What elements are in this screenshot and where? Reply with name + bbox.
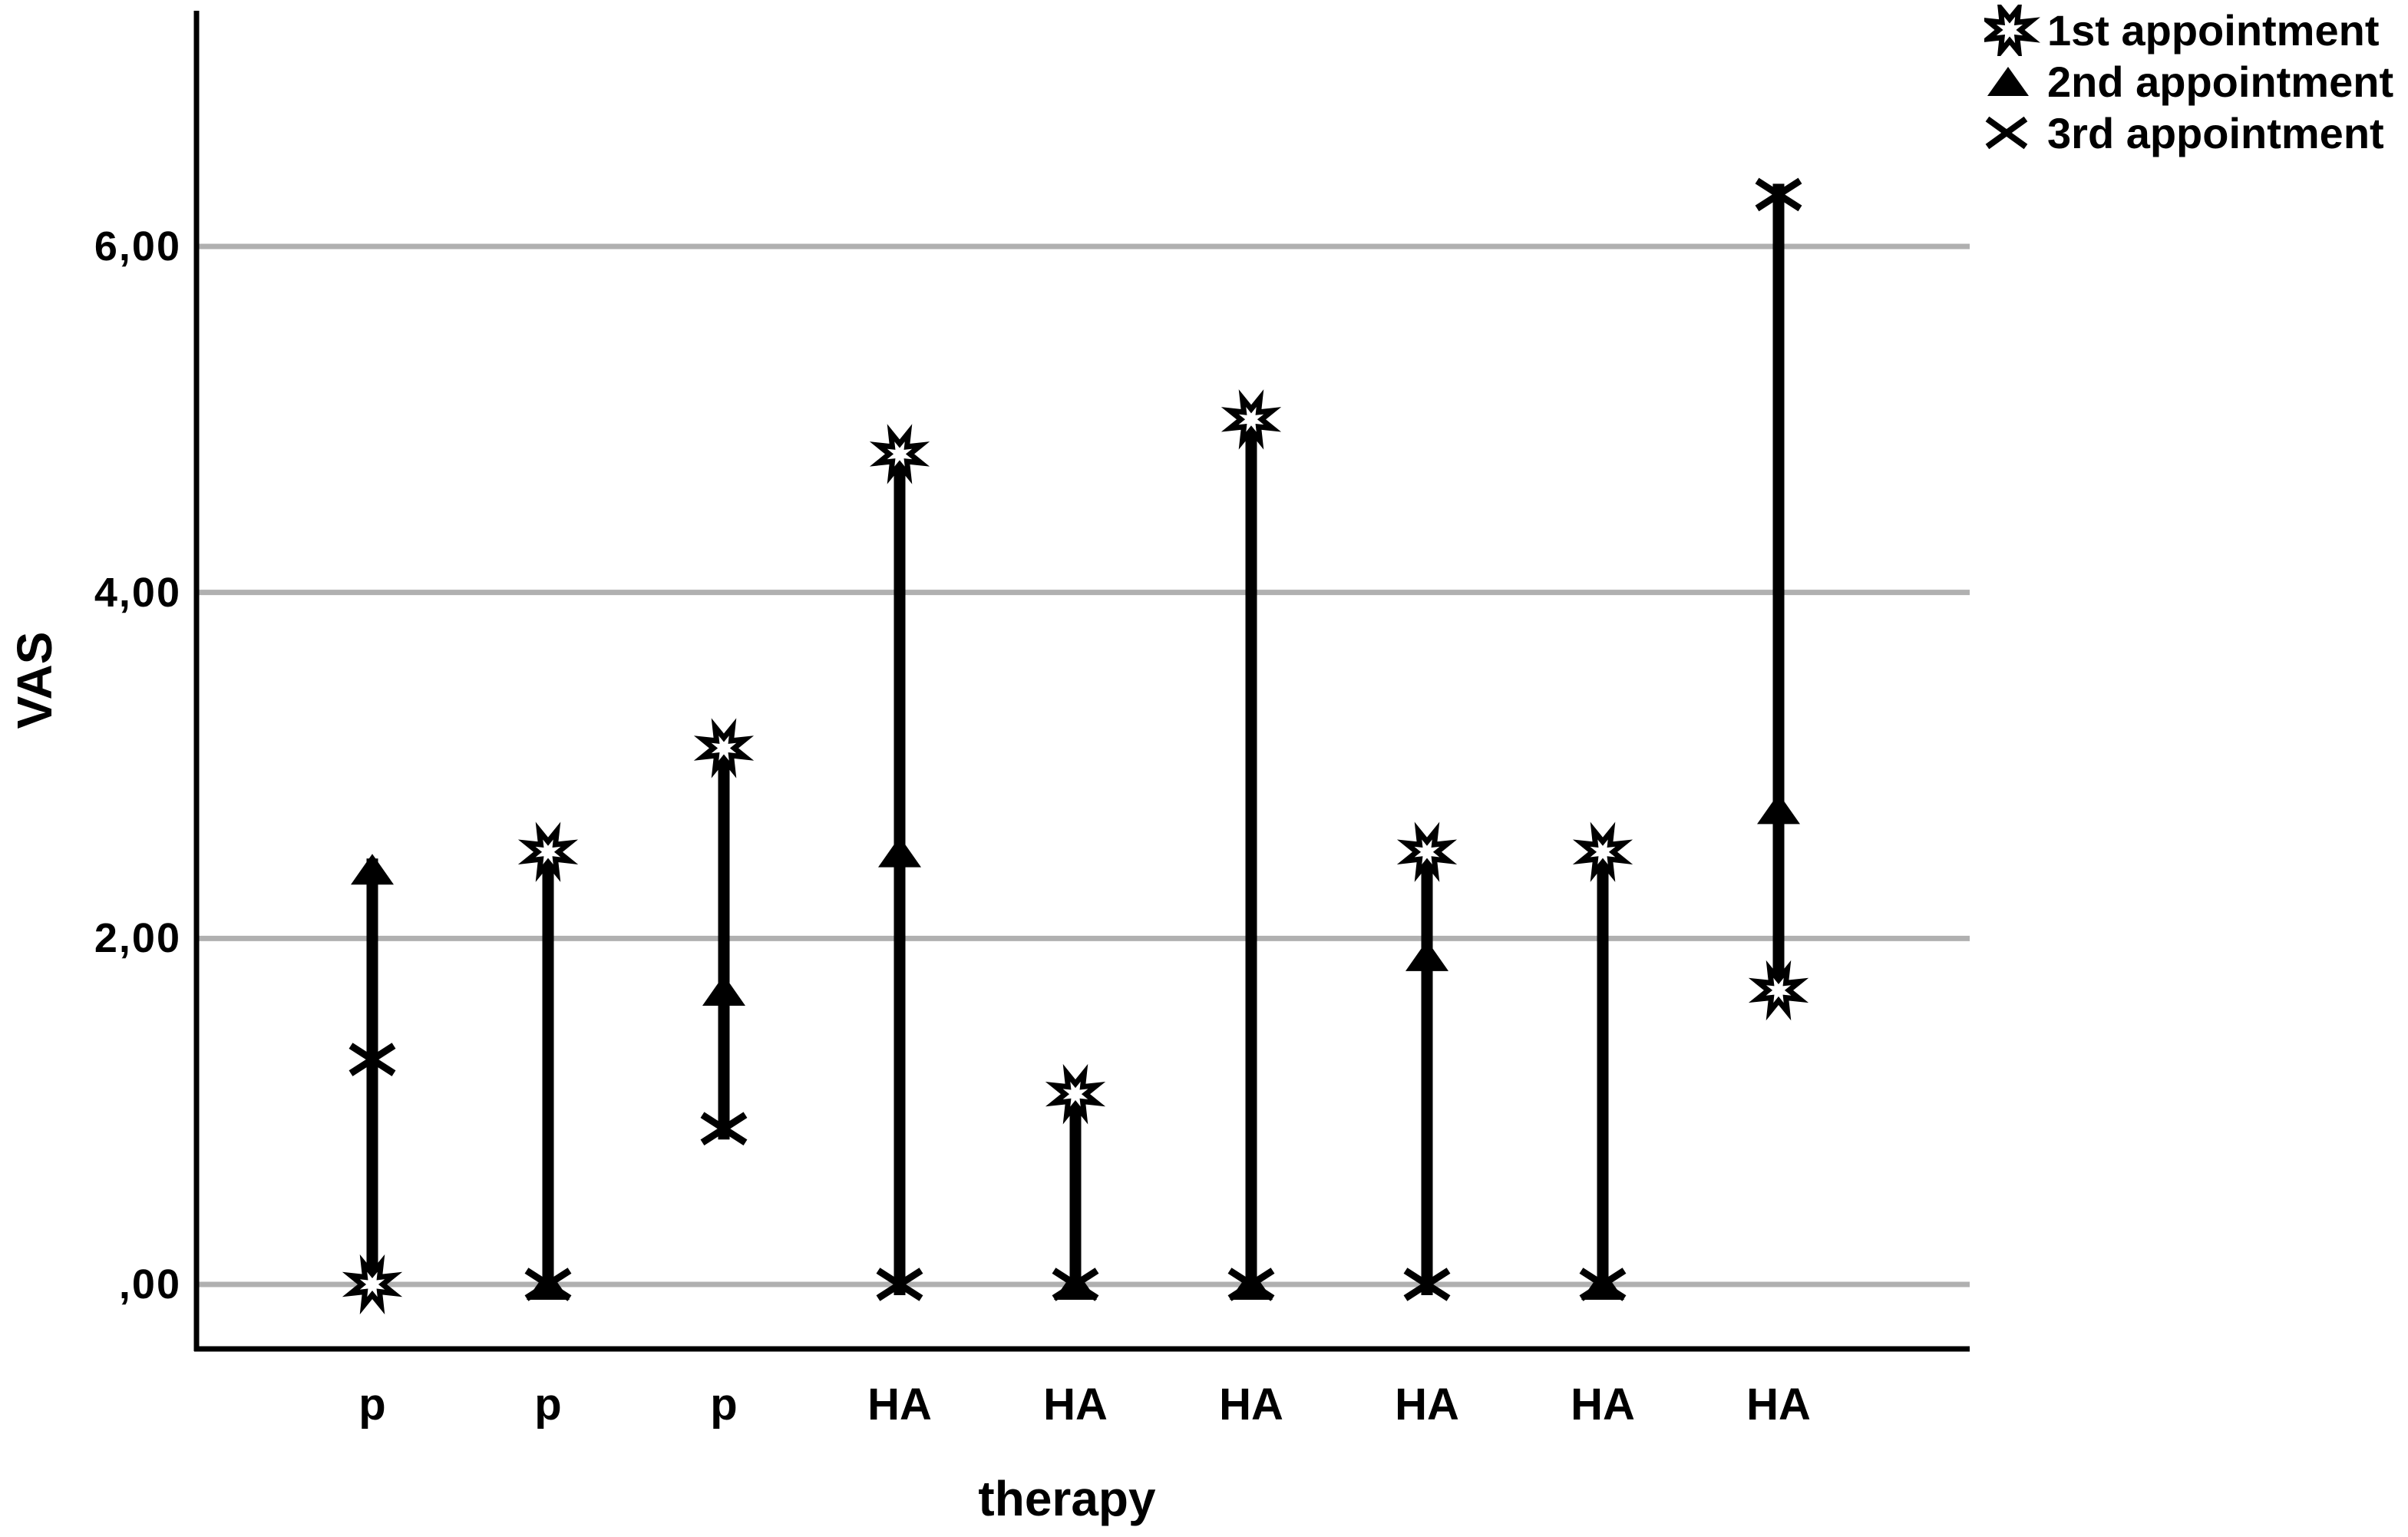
- filled-triangle-icon: [351, 854, 394, 885]
- filled-triangle-icon: [1757, 793, 1800, 825]
- x-tick-label: HA: [1219, 1380, 1283, 1430]
- filled-triangle-icon: [1581, 1269, 1624, 1300]
- legend-item: 1st appointment: [1984, 5, 2393, 56]
- x-tick-label: HA: [1571, 1380, 1635, 1430]
- legend-item: 2nd appointment: [1984, 56, 2393, 107]
- x-axis-title: therapy: [978, 1471, 1156, 1526]
- y-tick-label: 2,00: [94, 915, 181, 962]
- filled-triangle-icon: [527, 1269, 570, 1300]
- burst-star-icon: [869, 424, 930, 484]
- filled-triangle-icon: [1054, 1269, 1097, 1300]
- burst-star-icon: [1221, 389, 1282, 450]
- legend-item-label: 1st appointment: [2047, 6, 2380, 55]
- legend: 1st appointment 2nd appointment 3rd appoin…: [1984, 5, 2393, 159]
- x-tick-label: p: [710, 1380, 738, 1430]
- burst-star-icon: [342, 1254, 403, 1315]
- legend-item: 3rd appointment: [1984, 107, 2393, 159]
- y-axis-title: VAS: [7, 631, 62, 729]
- filled-triangle-icon: [702, 974, 745, 1006]
- filled-triangle-icon: [878, 836, 921, 868]
- y-tick-label: 4,00: [94, 569, 181, 616]
- x-tick-label: HA: [867, 1380, 932, 1430]
- filled-triangle-icon: [1987, 67, 2029, 96]
- burst-star-icon: [1984, 5, 2040, 56]
- x-cross-icon: [1985, 116, 2028, 150]
- x-cross-icon: [1985, 116, 2028, 150]
- x-cross-icon: [876, 1268, 923, 1301]
- x-tick-label: HA: [1043, 1380, 1108, 1430]
- burst-star-icon: [1984, 5, 2040, 56]
- y-tick-label: ,00: [118, 1261, 181, 1307]
- filled-triangle-icon: [1987, 67, 2029, 96]
- burst-star-icon: [693, 718, 755, 778]
- filled-triangle-icon: [1230, 1269, 1273, 1300]
- x-cross-icon: [700, 1112, 748, 1145]
- burst-star-icon: [1572, 821, 1633, 882]
- burst-star-icon: [1396, 821, 1458, 882]
- burst-star-icon: [1748, 960, 1809, 1021]
- filled-triangle-icon: [1405, 940, 1448, 971]
- x-tick-label: HA: [1395, 1380, 1459, 1430]
- x-tick-label: p: [358, 1380, 386, 1430]
- legend-item-label: 3rd appointment: [2047, 109, 2384, 157]
- x-tick-label: HA: [1746, 1380, 1811, 1430]
- x-cross-icon: [348, 1043, 396, 1076]
- x-cross-icon: [1755, 177, 1802, 212]
- y-tick-label: 6,00: [94, 223, 181, 270]
- burst-star-icon: [517, 821, 579, 882]
- legend-item-label: 2nd appointment: [2047, 58, 2394, 106]
- burst-star-icon: [1045, 1063, 1106, 1125]
- x-cross-icon: [1403, 1268, 1451, 1301]
- x-tick-label: p: [534, 1380, 562, 1430]
